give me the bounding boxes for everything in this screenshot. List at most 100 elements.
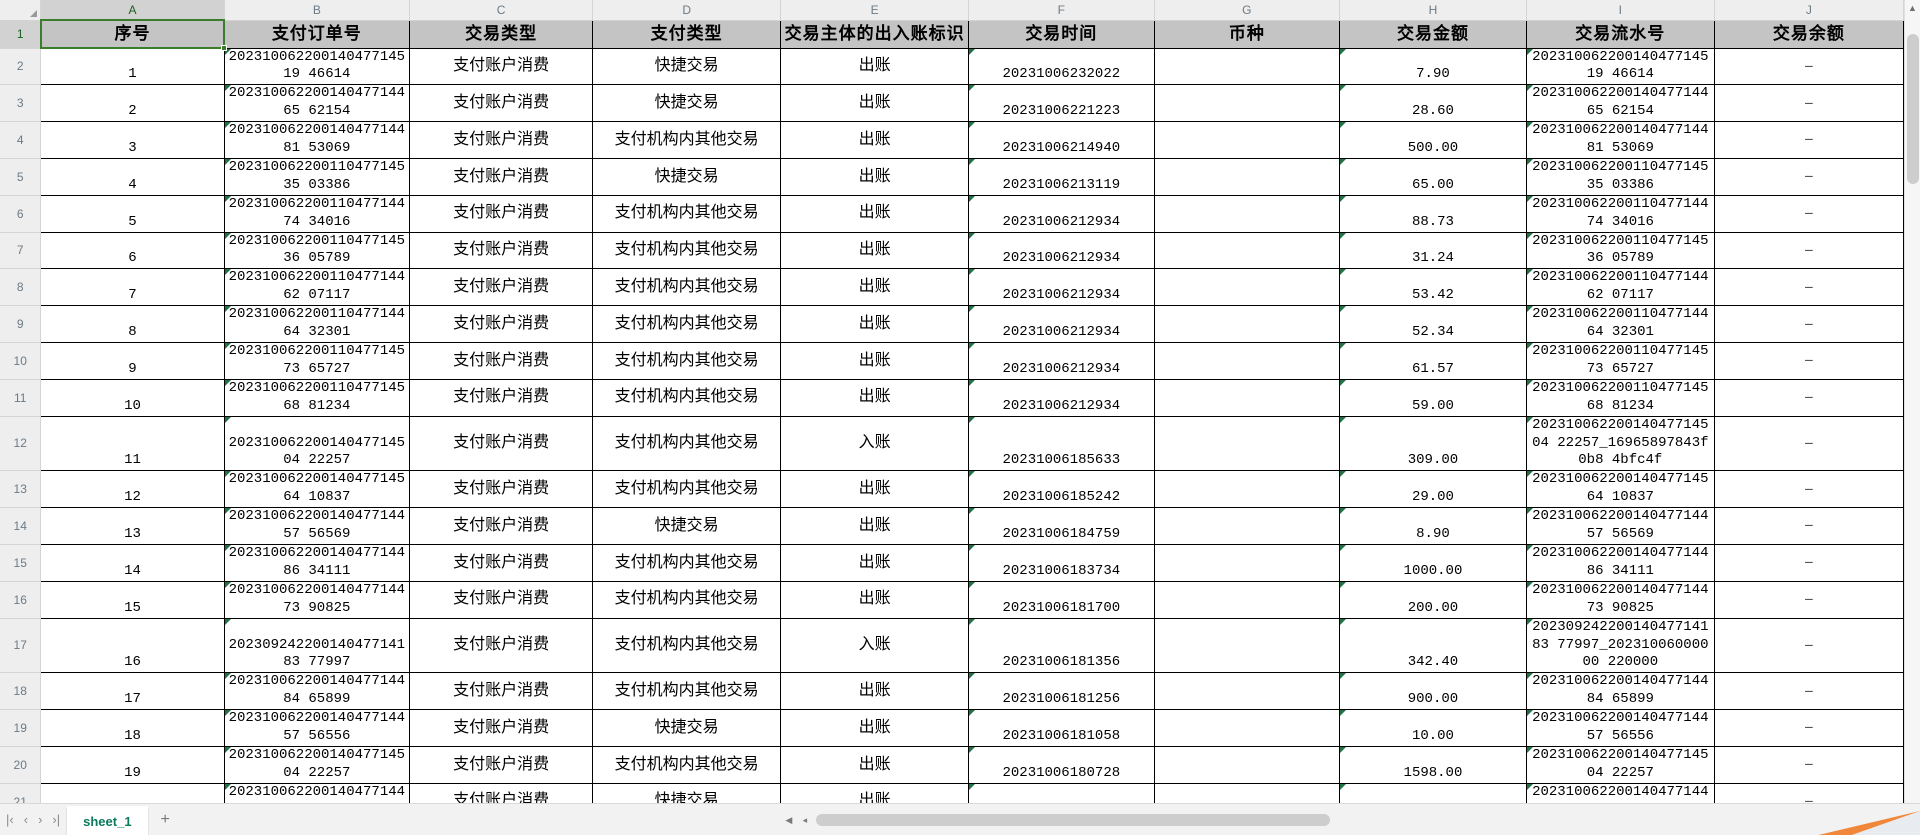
cell-E13[interactable]: 出账 bbox=[780, 470, 970, 509]
cell-J6[interactable]: – bbox=[1713, 194, 1904, 233]
cell-H6[interactable]: 88.73 bbox=[1339, 194, 1527, 233]
cell-I15[interactable]: 20231006220014047714486 34111 bbox=[1525, 543, 1715, 582]
cell-H3[interactable]: 28.60 bbox=[1339, 84, 1527, 123]
cell-F8[interactable]: 20231006212934 bbox=[968, 268, 1155, 307]
cell-J2[interactable]: – bbox=[1713, 47, 1904, 86]
scroll-up-icon[interactable]: ▲ bbox=[1908, 3, 1917, 13]
cell-H18[interactable]: 900.00 bbox=[1339, 672, 1527, 711]
cell-H10[interactable]: 61.57 bbox=[1339, 342, 1527, 380]
cell-H2[interactable]: 7.90 bbox=[1339, 47, 1527, 86]
cell-A6[interactable]: 5 bbox=[40, 194, 225, 233]
cell-F15[interactable]: 20231006183734 bbox=[968, 543, 1155, 582]
cell-J4[interactable]: – bbox=[1713, 121, 1904, 159]
column-title-A[interactable]: 序号 bbox=[40, 19, 225, 49]
cell-B14[interactable]: 20231006220014047714457 56569 bbox=[223, 507, 411, 545]
cell-J18[interactable]: – bbox=[1713, 672, 1904, 711]
cell-C11[interactable]: 支付账户消费 bbox=[409, 378, 594, 417]
cell-D19[interactable]: 快捷交易 bbox=[592, 709, 782, 747]
row-header-2[interactable]: 2 bbox=[0, 48, 42, 86]
cell-B5[interactable]: 20231006220011047714535 03386 bbox=[223, 157, 411, 196]
cell-A5[interactable]: 4 bbox=[40, 157, 225, 196]
cell-H9[interactable]: 52.34 bbox=[1339, 305, 1527, 343]
cell-C10[interactable]: 支付账户消费 bbox=[409, 342, 594, 380]
table-row[interactable]: 6 5 20231006220011047714474 34016 支付账户消费 支付机… bbox=[0, 194, 1904, 233]
cell-A12[interactable]: 11 bbox=[40, 415, 225, 472]
cell-H5[interactable]: 65.00 bbox=[1339, 157, 1527, 196]
cell-G5[interactable] bbox=[1153, 157, 1341, 196]
cell-A4[interactable]: 3 bbox=[40, 121, 225, 159]
cell-I9[interactable]: 20231006220011047714464 32301 bbox=[1525, 305, 1715, 343]
column-header-E[interactable]: E bbox=[780, 0, 970, 21]
table-row[interactable]: 9 8 20231006220011047714464 32301 支付账户消费 支付机… bbox=[0, 305, 1904, 343]
cell-E8[interactable]: 出账 bbox=[780, 268, 970, 307]
cell-I14[interactable]: 20231006220014047714457 56569 bbox=[1525, 507, 1715, 545]
cell-I10[interactable]: 20231006220011047714573 65727 bbox=[1525, 342, 1715, 380]
column-header-I[interactable]: I bbox=[1526, 0, 1715, 21]
cell-G15[interactable] bbox=[1153, 543, 1341, 582]
cell-C17[interactable]: 支付账户消费 bbox=[409, 617, 594, 674]
cell-A8[interactable]: 7 bbox=[40, 268, 225, 307]
cell-G4[interactable] bbox=[1153, 121, 1341, 159]
cell-J15[interactable]: – bbox=[1713, 543, 1904, 582]
cell-G18[interactable] bbox=[1153, 672, 1341, 711]
cell-E3[interactable]: 出账 bbox=[780, 84, 970, 123]
cell-C14[interactable]: 支付账户消费 bbox=[409, 507, 594, 545]
cell-D6[interactable]: 支付机构内其他交易 bbox=[592, 194, 782, 233]
table-row[interactable]: 4 3 20231006220014047714481 53069 支付账户消费 支付机… bbox=[0, 121, 1904, 159]
cell-E7[interactable]: 出账 bbox=[780, 231, 970, 270]
cell-D21[interactable]: 快捷交易 bbox=[592, 782, 782, 803]
cell-B15[interactable]: 20231006220014047714486 34111 bbox=[223, 543, 411, 582]
cell-H7[interactable]: 31.24 bbox=[1339, 231, 1527, 270]
horizontal-scroll-track[interactable] bbox=[782, 814, 1370, 826]
cell-F12[interactable]: 20231006185633 bbox=[968, 415, 1155, 472]
cell-D16[interactable]: 支付机构内其他交易 bbox=[592, 580, 782, 619]
cell-I21[interactable]: 20231006220014047714486 17587 bbox=[1525, 782, 1715, 803]
cell-I4[interactable]: 20231006220014047714481 53069 bbox=[1525, 121, 1715, 159]
cell-E19[interactable]: 出账 bbox=[780, 709, 970, 747]
cell-C21[interactable]: 支付账户消费 bbox=[409, 782, 594, 803]
cell-J19[interactable]: – bbox=[1713, 709, 1904, 747]
table-row[interactable]: 16 15 20231006220014047714473 90825 支付账户消费支… bbox=[0, 580, 1904, 619]
cell-C15[interactable]: 支付账户消费 bbox=[409, 543, 594, 582]
cell-J3[interactable]: – bbox=[1713, 84, 1904, 123]
cell-C19[interactable]: 支付账户消费 bbox=[409, 709, 594, 747]
table-row[interactable]: 11 10 20231006220011047714568 81234 支付账户消费支… bbox=[0, 378, 1904, 417]
cell-E12[interactable]: 入账 bbox=[780, 415, 970, 472]
row-header-1[interactable]: 1 bbox=[0, 20, 42, 49]
cell-F7[interactable]: 20231006212934 bbox=[968, 231, 1155, 270]
cell-H20[interactable]: 1598.00 bbox=[1339, 745, 1527, 784]
cell-J8[interactable]: – bbox=[1713, 268, 1904, 307]
row-header-12[interactable]: 12 bbox=[0, 416, 42, 472]
vertical-scrollbar[interactable]: ▲ bbox=[1904, 0, 1920, 803]
cell-I20[interactable]: 20231006220014047714504 22257 bbox=[1525, 745, 1715, 784]
cell-B10[interactable]: 20231006220011047714573 65727 bbox=[223, 342, 411, 380]
column-title-E[interactable]: 交易主体的出入账标识 bbox=[780, 19, 970, 49]
table-row[interactable]: 13 12 20231006220014047714564 10837 支付账户消费支… bbox=[0, 470, 1904, 509]
cell-F6[interactable]: 20231006212934 bbox=[968, 194, 1155, 233]
cell-I13[interactable]: 20231006220014047714564 10837 bbox=[1525, 470, 1715, 509]
cell-I7[interactable]: 20231006220011047714536 05789 bbox=[1525, 231, 1715, 270]
cell-J9[interactable]: – bbox=[1713, 305, 1904, 343]
column-header-C[interactable]: C bbox=[409, 0, 594, 21]
row-header-17[interactable]: 17 bbox=[0, 618, 42, 674]
cell-D20[interactable]: 支付机构内其他交易 bbox=[592, 745, 782, 784]
cell-F4[interactable]: 20231006214940 bbox=[968, 121, 1155, 159]
column-title-B[interactable]: 支付订单号 bbox=[223, 19, 411, 49]
cell-G6[interactable] bbox=[1153, 194, 1341, 233]
cell-G2[interactable] bbox=[1153, 47, 1341, 86]
cell-A18[interactable]: 17 bbox=[40, 672, 225, 711]
cell-F5[interactable]: 20231006213119 bbox=[968, 157, 1155, 196]
cell-G10[interactable] bbox=[1153, 342, 1341, 380]
cell-G17[interactable] bbox=[1153, 617, 1341, 674]
cell-H21[interactable]: 7.90 bbox=[1339, 782, 1527, 803]
cell-F13[interactable]: 20231006185242 bbox=[968, 470, 1155, 509]
table-row[interactable]: 5 4 20231006220011047714535 03386 支付账户消费 快捷交… bbox=[0, 157, 1904, 196]
cell-I12[interactable]: 20231006220014047714504 22257_1696589784… bbox=[1525, 415, 1715, 472]
cell-A20[interactable]: 19 bbox=[40, 745, 225, 784]
cell-C13[interactable]: 支付账户消费 bbox=[409, 470, 594, 509]
cell-A21[interactable]: 20 bbox=[40, 782, 225, 803]
cell-J5[interactable]: – bbox=[1713, 157, 1904, 196]
cell-H12[interactable]: 309.00 bbox=[1339, 415, 1527, 472]
cell-G20[interactable] bbox=[1153, 745, 1341, 784]
